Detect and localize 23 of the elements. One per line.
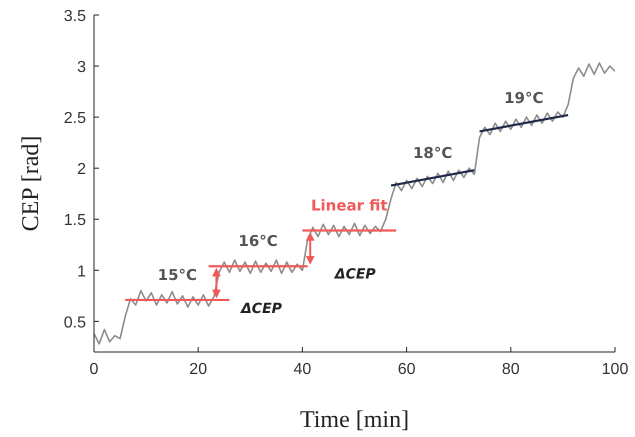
y-tick-label: 1.5 xyxy=(64,212,86,230)
x-tick-label: 60 xyxy=(398,361,416,378)
y-axis-title: CEP [rad] xyxy=(18,136,44,232)
annotation: 18°C xyxy=(412,144,452,162)
x-axis-title: Time [min] xyxy=(300,407,410,433)
annotation: 19°C xyxy=(504,89,544,108)
x-tick-label: 80 xyxy=(502,361,520,378)
y-tick-label: 1 xyxy=(77,263,86,280)
annotation: 16°C xyxy=(238,232,278,250)
y-tick-label: 3.5 xyxy=(64,8,86,25)
line-series xyxy=(94,62,615,345)
x-tick-label: 0 xyxy=(90,361,99,378)
y-tick-label: 2.5 xyxy=(64,110,86,128)
x-tick-label: 40 xyxy=(294,361,312,378)
y-tick-label: 3 xyxy=(77,59,86,76)
x-tick-label: 20 xyxy=(189,361,208,378)
annotation: Linear fit xyxy=(310,196,388,214)
annotation: 15°C xyxy=(158,266,198,284)
x-tick-label: 100 xyxy=(602,361,628,378)
annotation: ΔCEP xyxy=(240,301,283,318)
y-tick-label: 0.5 xyxy=(64,314,86,332)
y-tick-label: 2 xyxy=(77,161,86,178)
annotation: ΔCEP xyxy=(334,266,376,282)
